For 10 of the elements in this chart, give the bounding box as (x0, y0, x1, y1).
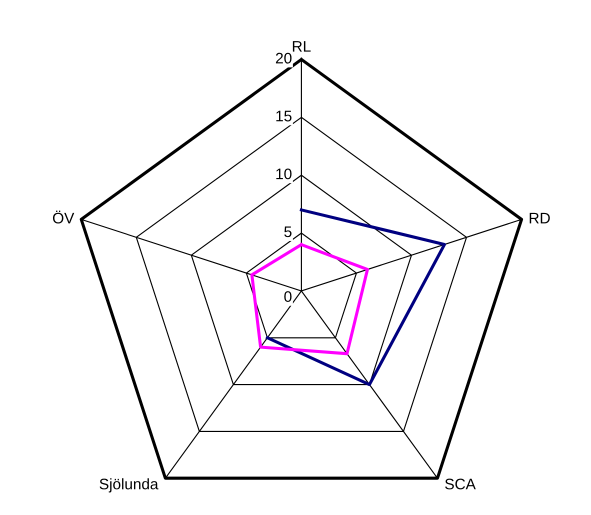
y-tick-label: 20 (276, 52, 292, 64)
y-tick-label: 5 (284, 226, 292, 238)
spoke-label: SCA (445, 478, 476, 490)
spoke-label: RD (530, 212, 550, 224)
spoke-label: Sjölunda (100, 478, 158, 492)
y-tick-label: 15 (276, 110, 292, 122)
spoke-label: ÖV (52, 210, 74, 224)
y-tick-label: 0 (284, 291, 292, 302)
y-tick-label: 10 (276, 168, 292, 180)
spoke-label: RL (292, 41, 311, 52)
